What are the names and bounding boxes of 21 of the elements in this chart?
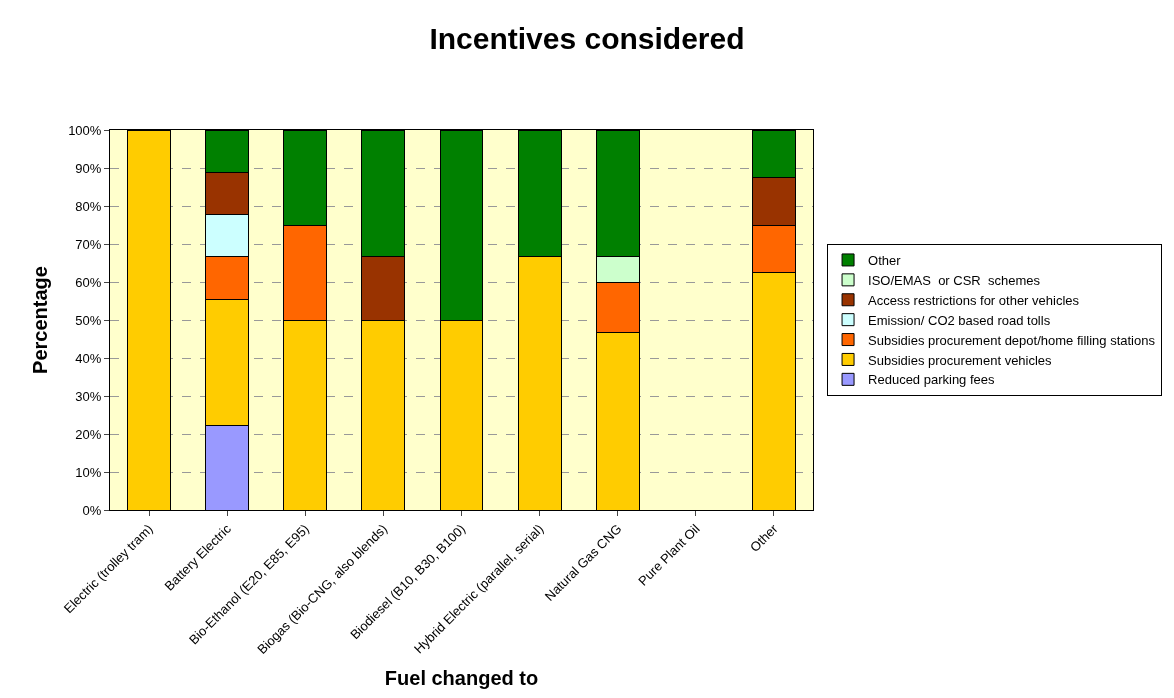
y-tick-label: 70% bbox=[75, 236, 102, 252]
x-axis-title: Fuel changed to bbox=[384, 667, 539, 690]
y-tick-label: 90% bbox=[75, 160, 102, 176]
legend-label: Other bbox=[868, 253, 902, 269]
y-tick-label: 40% bbox=[75, 350, 102, 366]
chart-title: Incentives considered bbox=[429, 21, 745, 55]
y-tick-label: 0% bbox=[82, 502, 102, 518]
legend-label: Subsidies procurement vehicles bbox=[868, 352, 1053, 368]
y-tick-label: 50% bbox=[75, 312, 102, 328]
y-tick-label: 60% bbox=[75, 274, 102, 290]
y-axis-title: Percentage bbox=[28, 266, 51, 374]
y-tick-label: 100% bbox=[68, 122, 102, 138]
legend-label: Subsidies procurement depot/home filling stations bbox=[868, 332, 1156, 348]
y-tick-label: 30% bbox=[75, 388, 102, 404]
y-tick-label: 20% bbox=[75, 426, 102, 442]
y-tick-label: 80% bbox=[75, 198, 102, 214]
y-tick-label: 10% bbox=[75, 464, 102, 480]
legend-label: Emission/ CO2 based road tolls bbox=[868, 312, 1051, 328]
legend-label: Reduced parking fees bbox=[868, 372, 996, 388]
legend-label: Access restrictions for other vehicles bbox=[868, 292, 1080, 308]
legend-label: ISO/EMAS or CSR schemes bbox=[868, 272, 1041, 288]
